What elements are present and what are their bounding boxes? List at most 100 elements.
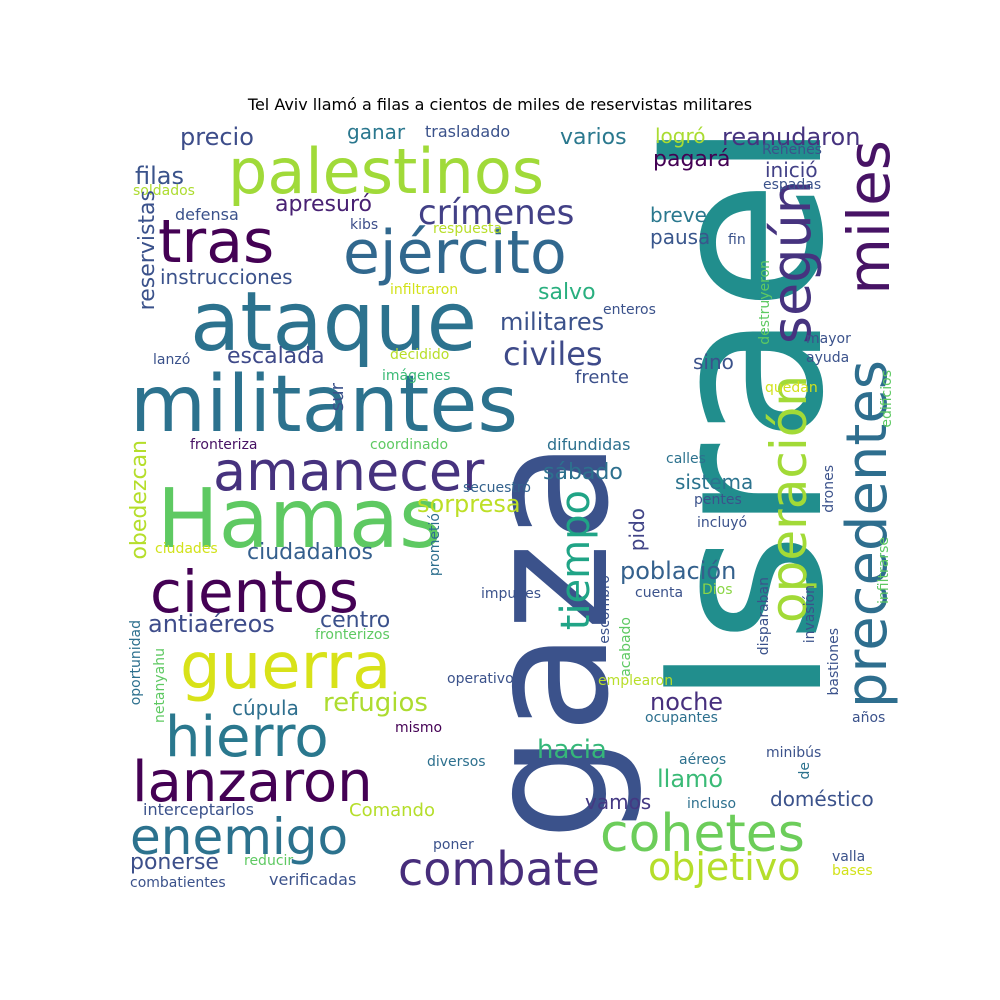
word-cupula: cúpula <box>232 696 299 720</box>
word-combatientes: combatientes <box>130 875 226 891</box>
word-israel: Israel <box>620 120 871 708</box>
word-kibs: kibs <box>350 217 378 233</box>
word-lanzaron: lanzaron <box>132 750 373 815</box>
word-reducir: reducir <box>244 853 293 869</box>
word-vamos: vamos <box>585 790 651 814</box>
word-domestico: doméstico <box>770 787 874 811</box>
word-crimenes: crímenes <box>418 193 574 233</box>
word-apresuro: apresuró <box>275 192 372 217</box>
word-incluyo: incluyó <box>697 515 747 531</box>
word-salvo: salvo <box>538 280 596 305</box>
word-tras: tras <box>158 207 274 277</box>
word-operacion: operación <box>760 375 818 623</box>
word-obedezcan: obedezcan <box>127 440 152 560</box>
word-tiempo: tiempo <box>553 490 599 630</box>
word-ciudadanos: ciudadanos <box>247 540 373 565</box>
word-civiles: civiles <box>503 335 603 373</box>
word-sorpresa: sorpresa <box>417 490 521 518</box>
word-llamo: llamó <box>657 765 723 793</box>
word-fronteriza: fronteriza <box>190 437 258 453</box>
word-fin: fin <box>728 232 746 248</box>
word-destruyeron: destruyeron <box>757 260 773 345</box>
word-soldados: soldados <box>133 183 195 199</box>
word-oportunidad: oportunidad <box>128 620 144 705</box>
word-guerra: guerra <box>180 630 391 704</box>
word-drones: drones <box>821 465 837 513</box>
word-imagenes: imágenes <box>382 368 450 384</box>
word-enteros: enteros <box>603 302 656 318</box>
word-enemigo: enemigo <box>130 808 348 866</box>
word-escalada: escalada <box>227 344 325 369</box>
word-minibus: minibús <box>766 745 821 761</box>
word-trasladado: trasladado <box>425 122 510 141</box>
word-respuesta: respuesta <box>433 221 502 237</box>
word-rehenes: Rehenes <box>762 142 822 158</box>
word-escombro: escombro <box>597 575 613 644</box>
word-comando: Comando <box>349 800 435 821</box>
word-invasion: invasión <box>802 585 818 643</box>
word-precio: precio <box>180 123 254 151</box>
word-sino: sino <box>693 350 734 374</box>
word-precedentes: precedentes <box>835 360 900 708</box>
word-infiltraron: infiltraron <box>390 282 458 298</box>
word-coordinado: coordinado <box>370 437 448 453</box>
word-mayor: mayor <box>806 331 851 347</box>
word-operativo: operativo <box>447 671 514 687</box>
word-cuenta: cuenta <box>635 585 683 601</box>
word-noche: noche <box>650 688 723 716</box>
word-difundidas: difundidas <box>547 435 630 454</box>
word-sabado: sábado <box>543 460 623 485</box>
word-ponerse: ponerse <box>130 850 219 875</box>
word-emplearon: emplearon <box>598 673 673 689</box>
word-defensa: defensa <box>175 205 239 224</box>
word-edificios: edificios <box>879 370 895 428</box>
word-frente: frente <box>575 367 629 388</box>
word-ganar: ganar <box>347 120 406 144</box>
word-refugios: refugios <box>323 688 428 718</box>
word-hamas: Hamas <box>157 472 442 567</box>
word-netanyahu: netanyahu <box>152 648 168 723</box>
word-palestinos: palestinos <box>228 135 544 208</box>
word-pido: pido <box>625 508 649 551</box>
word-cientos: cientos <box>150 558 359 626</box>
word-incluso: incluso <box>687 796 736 812</box>
word-acabado: acabado <box>618 617 634 677</box>
word-hierro: hierro <box>165 705 329 770</box>
word-militares: militares <box>500 308 604 336</box>
word-reanudaron: reanudaron <box>722 123 860 151</box>
word-mismo: mismo <box>395 720 442 736</box>
word-prometio: prometió <box>427 513 443 576</box>
word-miles: miles <box>835 140 903 295</box>
word-impunes: impunes <box>481 586 541 602</box>
word-militantes: militantes <box>130 360 518 450</box>
word-hacia: hacia <box>537 735 607 765</box>
word-sur: sur <box>327 382 348 411</box>
word-centro: centro <box>320 608 390 633</box>
word-bases: bases <box>832 863 873 879</box>
word-combate: combate <box>398 842 600 896</box>
word-ataque: ataque <box>190 275 477 370</box>
word-poblacion: población <box>620 557 736 585</box>
word-interceptarlos: interceptarlos <box>143 800 254 819</box>
word-cohetes: cohetes <box>600 804 805 864</box>
word-infiltrarse: infiltrarse <box>876 537 892 604</box>
word-pagara: pagará <box>653 147 730 172</box>
word-espadas: espadas <box>763 177 821 193</box>
word-ayuda: ayuda <box>806 350 849 366</box>
word-objetivo: objetivo <box>648 845 801 889</box>
word-instrucciones: instrucciones <box>160 265 293 289</box>
word-amanecer: amanecer <box>213 440 485 503</box>
word-aereos: aéreos <box>679 752 726 768</box>
word-poner: poner <box>433 837 474 853</box>
word-secuestro: secuestró <box>463 480 531 496</box>
word-quedan: quedan <box>765 380 818 396</box>
word-pausa: pausa <box>650 225 710 249</box>
word-bastiones: bastiones <box>826 628 842 695</box>
word-varios: varios <box>560 125 627 150</box>
word-inicio: inició <box>765 158 818 182</box>
word-lanzo: lanzó <box>153 352 190 368</box>
word-ciudades: ciudades <box>155 541 218 557</box>
word-ejercito: ejército <box>343 218 567 288</box>
